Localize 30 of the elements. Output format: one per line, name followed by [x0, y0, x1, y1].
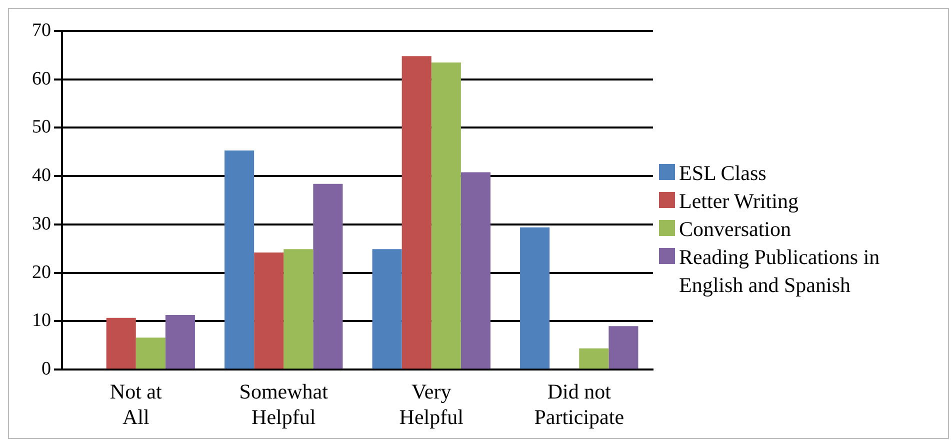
- bar: [106, 318, 136, 369]
- y-tick-label: 10: [32, 310, 51, 332]
- bar: [579, 348, 609, 369]
- bar: [520, 227, 550, 369]
- y-tick-label: 50: [32, 116, 51, 138]
- y-tick-label: 0: [42, 358, 51, 380]
- bar: [284, 249, 314, 369]
- bar: [460, 172, 490, 369]
- y-tick-label: 30: [32, 213, 51, 234]
- bar: [402, 56, 432, 369]
- legend-label: ESL Class: [679, 160, 766, 187]
- x-tick-label: Somewhat Helpful: [239, 380, 328, 429]
- bar: [254, 252, 284, 369]
- y-tick-label: 40: [32, 165, 51, 186]
- bar: [165, 314, 195, 369]
- bar: [608, 326, 638, 369]
- bar: [136, 338, 166, 369]
- y-tick-label: 20: [32, 262, 51, 283]
- x-tick-label: Very Helpful: [399, 380, 464, 429]
- x-tick-label: Not at All: [110, 380, 162, 429]
- bar: [431, 62, 461, 369]
- x-tick-label: Did not Participate: [534, 380, 624, 429]
- bar: [372, 249, 402, 369]
- legend-label: Reading Publications in English and Spanish: [679, 244, 881, 299]
- y-tick-label: 70: [32, 20, 51, 41]
- legend-label: Conversation: [679, 216, 791, 243]
- y-tick-label: 60: [32, 68, 51, 90]
- bar: [313, 184, 343, 369]
- bar: [224, 150, 254, 369]
- legend-label: Letter Writing: [679, 188, 798, 215]
